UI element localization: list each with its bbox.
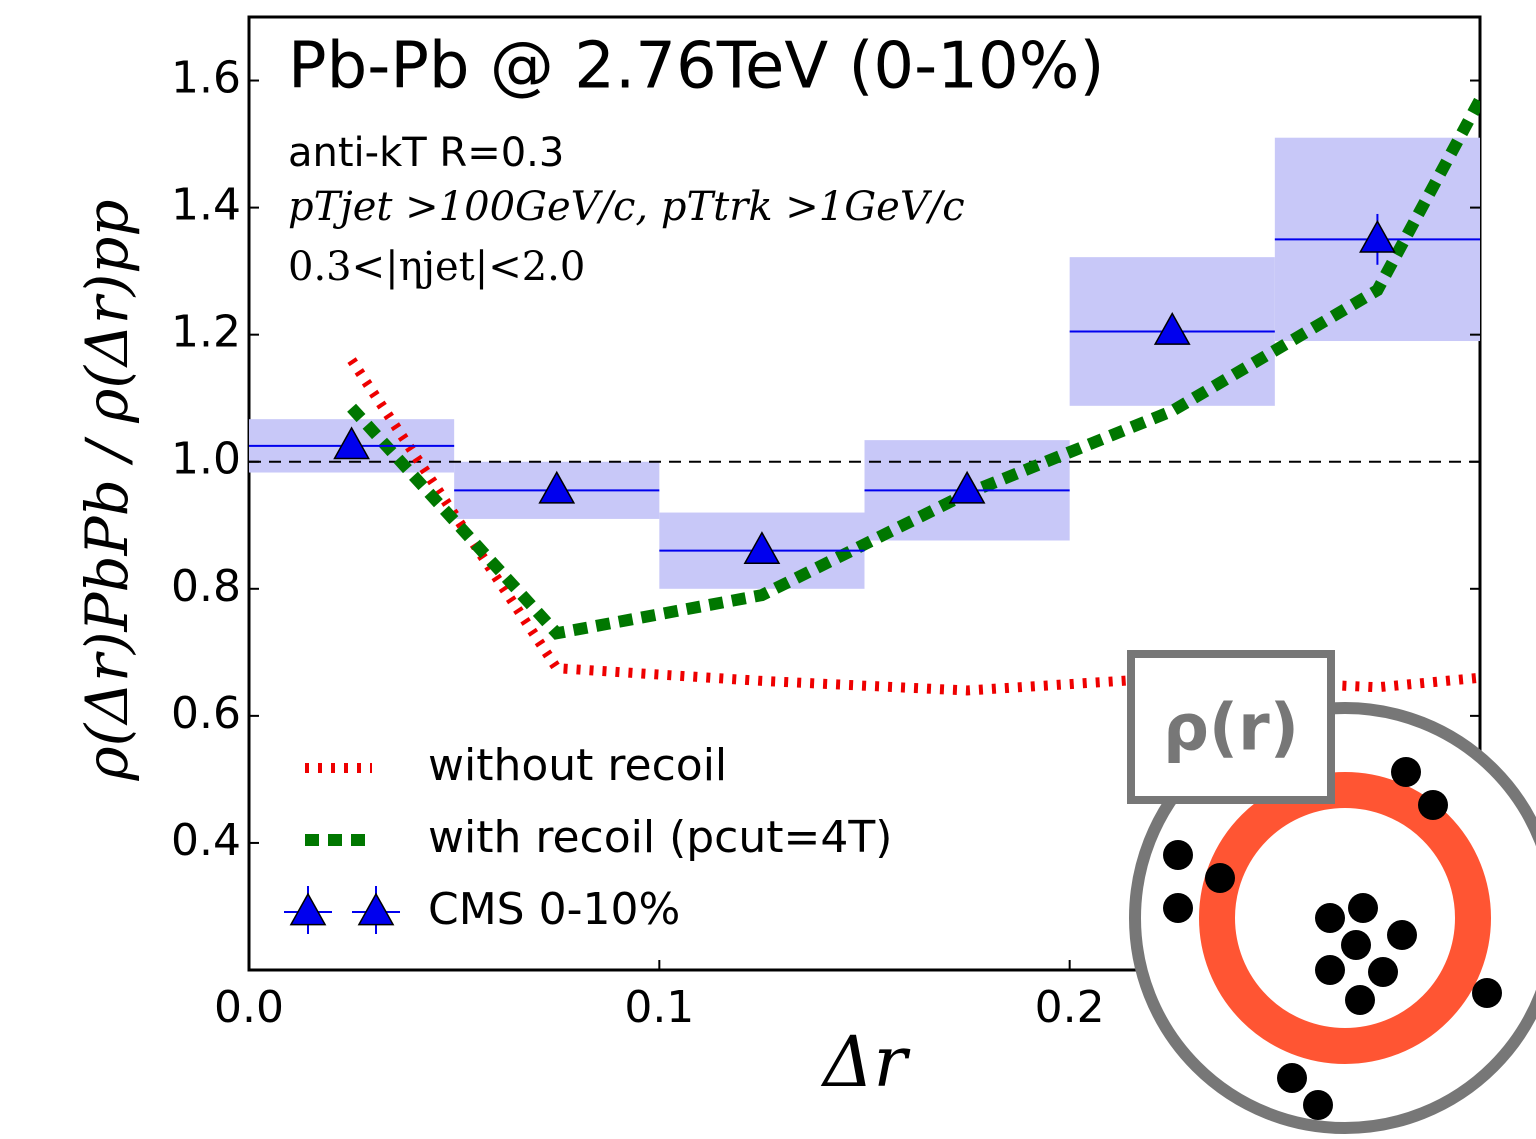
inset-dot xyxy=(1472,978,1502,1008)
inset-dot xyxy=(1315,955,1345,985)
y-tick-label: 1.0 xyxy=(171,434,241,485)
data-point xyxy=(743,531,781,565)
inset-dot xyxy=(1163,840,1193,870)
inset-dot xyxy=(1315,903,1345,933)
y-tick-label: 1.6 xyxy=(171,53,241,104)
inset-dot xyxy=(1348,893,1378,923)
series-line xyxy=(347,357,1480,696)
data-point xyxy=(948,470,986,504)
annotation: pTjet >100GeV/c, pTtrk >1GeV/c xyxy=(288,184,965,230)
y-tick-label: 0.4 xyxy=(171,815,241,866)
x-tick-label: 0.1 xyxy=(624,982,694,1033)
chart-title: Pb-Pb @ 2.76TeV (0-10%) xyxy=(288,30,1104,104)
data-point xyxy=(1359,219,1396,253)
inset-dot xyxy=(1387,920,1417,950)
legend-swatch xyxy=(357,892,395,926)
legend-label: CMS 0-10% xyxy=(428,884,680,935)
x-tick-label: 0.0 xyxy=(214,982,284,1033)
inset-dot xyxy=(1345,985,1375,1015)
annotation: 0.3<|ηjet|<2.0 xyxy=(288,244,585,290)
inset-dot xyxy=(1277,1063,1307,1093)
inset-dot xyxy=(1368,957,1398,987)
annotation: anti-kT R=0.3 xyxy=(288,130,564,176)
inset-label: ρ(r) xyxy=(1163,692,1299,766)
inset-dot xyxy=(1303,1090,1333,1120)
y-tick-label: 0.6 xyxy=(171,688,241,739)
y-tick-label: 1.2 xyxy=(171,307,241,358)
legend-swatch xyxy=(289,892,327,926)
y-tick-label: 0.8 xyxy=(171,561,241,612)
y-axis-label: ρ(Δr)PbPb / ρ(Δr)pp xyxy=(73,200,141,782)
data-point xyxy=(1153,311,1191,345)
legend-label: with recoil (pcut=4T) xyxy=(428,812,892,863)
y-tick-label: 1.4 xyxy=(171,180,241,231)
inset-dot xyxy=(1391,757,1421,787)
inset-dot xyxy=(1205,863,1235,893)
inset: ρ(r) xyxy=(1127,650,1536,1134)
inset-dot xyxy=(1163,893,1193,923)
inset-label-box xyxy=(1127,650,1335,804)
x-axis-label: Δr xyxy=(820,1021,911,1103)
data-point xyxy=(333,426,370,460)
inset-dot xyxy=(1341,930,1371,960)
inset-dot xyxy=(1418,790,1448,820)
data-point xyxy=(538,470,576,504)
legend-label: without recoil xyxy=(428,740,727,791)
x-tick-label: 0.2 xyxy=(1035,982,1105,1033)
